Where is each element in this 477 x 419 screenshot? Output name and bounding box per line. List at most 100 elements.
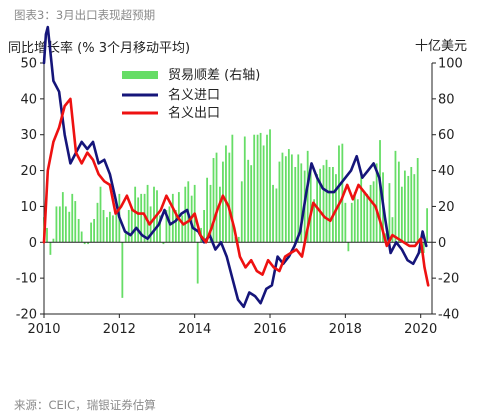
trade-balance-bar xyxy=(281,152,284,243)
trade-balance-bar xyxy=(407,175,410,243)
trade-balance-bar xyxy=(262,145,265,243)
trade-balance-bar xyxy=(184,186,187,243)
trade-balance-bar xyxy=(391,217,394,243)
trade-balance-bar xyxy=(212,158,215,243)
trade-balance-bar xyxy=(121,242,124,298)
trade-balance-bar xyxy=(385,233,387,243)
left-tick-label: 10 xyxy=(20,200,37,215)
trade-balance-bar xyxy=(196,242,199,284)
trade-balance-bar xyxy=(106,217,108,243)
trade-balance-bar xyxy=(222,161,224,243)
trade-balance-bar xyxy=(83,242,86,245)
trade-balance-bar xyxy=(143,193,146,243)
trade-balance-bar xyxy=(228,152,231,243)
x-tick-label: 2012 xyxy=(103,322,136,337)
trade-balance-bar xyxy=(306,150,309,243)
trade-balance-bar xyxy=(219,186,221,243)
trade-balance-bar xyxy=(375,163,378,243)
trade-balance-bar xyxy=(278,161,281,243)
trade-balance-bar xyxy=(426,208,428,243)
trade-balance-bar xyxy=(181,215,184,243)
trade-balance-bar xyxy=(344,202,347,243)
trade-balance-bar xyxy=(115,213,118,243)
trade-balance-bar xyxy=(109,211,111,243)
trade-balance-bar xyxy=(313,199,315,243)
trade-balance-bar xyxy=(102,210,105,243)
trade-balance-bar xyxy=(74,201,77,243)
figure-caption: 图表3：3月出口表现超预期 xyxy=(14,8,156,22)
trade-balance-bar xyxy=(159,215,161,243)
trade-balance-bar xyxy=(162,242,165,245)
trade-balance-bar xyxy=(422,242,425,254)
trade-balance-bar xyxy=(124,233,127,243)
trade-balance-bar xyxy=(209,184,212,243)
trade-balance-bar xyxy=(49,242,52,255)
trade-balance-bar xyxy=(140,193,143,243)
trade-balance-bar xyxy=(130,208,133,243)
trade-balance-bar xyxy=(353,192,356,243)
trade-balance-bar xyxy=(240,181,243,243)
trade-balance-bar xyxy=(253,134,256,243)
trade-balance-bar xyxy=(93,218,95,243)
trade-balance-bar xyxy=(319,168,322,243)
left-tick-label: 30 xyxy=(20,128,37,143)
trade-balance-bar xyxy=(146,184,149,243)
series-lines xyxy=(42,25,430,309)
trade-balance-bar xyxy=(369,184,372,243)
left-tick-label: 20 xyxy=(20,164,37,179)
trade-balance-bar xyxy=(413,174,416,243)
x-tick-label: 2018 xyxy=(329,322,362,337)
trade-balance-bar xyxy=(256,134,259,243)
trade-balance-bar xyxy=(174,210,177,243)
x-tick-label: 2016 xyxy=(253,322,286,337)
left-tick-label: 40 xyxy=(20,92,37,107)
right-tick-label: 20 xyxy=(438,200,455,215)
right-tick-label: 40 xyxy=(438,164,455,179)
trade-balance-bar xyxy=(275,188,278,243)
trade-balance-bar xyxy=(87,242,89,245)
trade-balance-bar xyxy=(61,192,64,243)
trade-balance-bars xyxy=(43,129,428,298)
left-tick-label: 0 xyxy=(29,236,37,251)
legend-label-exports: 名义出口 xyxy=(168,105,220,121)
trade-balance-bar xyxy=(347,242,350,252)
right-tick-label: 0 xyxy=(438,236,446,251)
trade-balance-bar xyxy=(410,166,413,243)
legend-swatch-trade-balance xyxy=(122,71,158,79)
trade-balance-bar xyxy=(269,129,271,243)
trade-balance-bar xyxy=(68,211,71,243)
trade-balance-bar xyxy=(96,202,99,243)
axes: -20 -10 0 10 20 30 40 50 -40 -20 0 20 40 60 80 100 2010 2… xyxy=(16,57,463,338)
trade-balance-bar xyxy=(259,132,262,243)
trade-balance-bar xyxy=(400,186,403,243)
trade-balance-bar xyxy=(388,183,391,243)
trade-balance-bar xyxy=(127,210,130,243)
trade-balance-bar xyxy=(322,165,325,243)
trade-balance-bar xyxy=(58,206,61,243)
right-tick-label: 80 xyxy=(438,92,455,107)
trade-balance-bar xyxy=(165,210,168,243)
x-tick-label: 2010 xyxy=(27,322,60,337)
left-tick-label: -20 xyxy=(16,308,37,323)
trade-balance-bar xyxy=(338,145,340,243)
trade-balance-bar xyxy=(55,206,58,243)
exports-line xyxy=(42,97,430,287)
trade-balance-bar xyxy=(112,215,114,243)
trade-balance-bar xyxy=(287,149,290,243)
right-tick-label: 100 xyxy=(438,57,463,72)
trade-balance-bar xyxy=(403,170,406,243)
trade-balance-bar xyxy=(266,134,268,243)
trade-balance-bar xyxy=(237,236,240,243)
trade-balance-bar xyxy=(243,136,246,243)
trade-balance-bar xyxy=(394,150,397,243)
imports-line xyxy=(42,25,428,309)
legend-label-trade-balance: 贸易顺差 (右轴) xyxy=(168,68,260,83)
trade-balance-bar xyxy=(397,161,400,243)
trade-balance-bar xyxy=(153,186,155,243)
x-tick-label: 2014 xyxy=(178,322,211,337)
trade-balance-bar xyxy=(350,202,353,243)
trade-balance-bar xyxy=(294,166,297,243)
trade-balance-bar xyxy=(366,193,369,243)
